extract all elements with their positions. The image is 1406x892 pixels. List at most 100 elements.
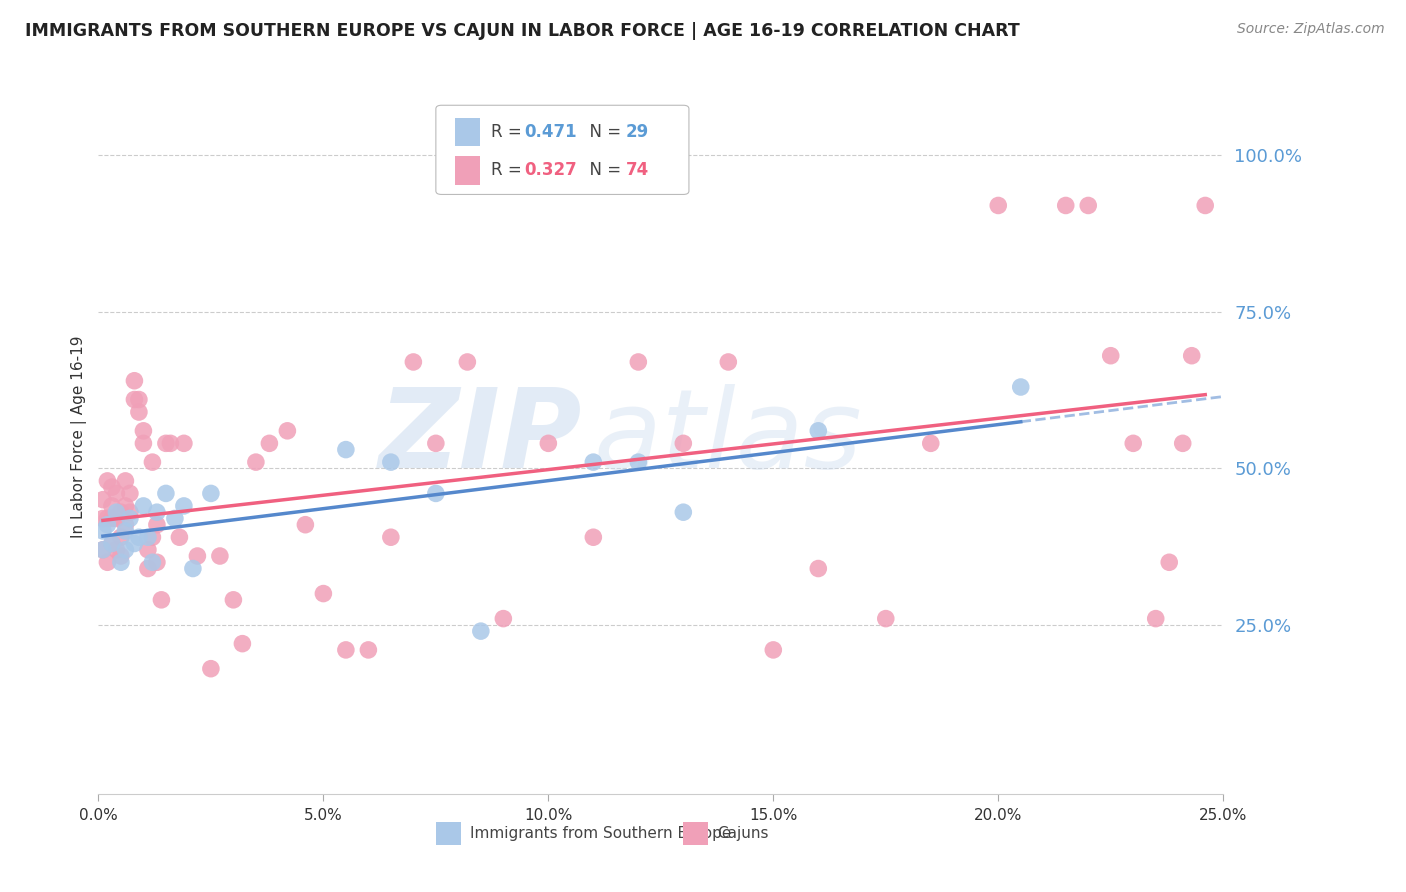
Point — [128, 392, 150, 407]
Point — [470, 624, 492, 639]
Point — [537, 436, 560, 450]
Text: 29: 29 — [626, 123, 650, 141]
FancyBboxPatch shape — [436, 105, 689, 194]
Point — [91, 542, 114, 557]
Point — [807, 561, 830, 575]
Point — [105, 505, 128, 519]
Point — [920, 436, 942, 450]
FancyBboxPatch shape — [456, 118, 479, 146]
Point — [163, 511, 186, 525]
Point — [208, 549, 231, 563]
FancyBboxPatch shape — [683, 822, 709, 846]
Point — [141, 530, 163, 544]
Point — [402, 355, 425, 369]
Point — [91, 542, 114, 557]
Point — [118, 486, 141, 500]
Text: Cajuns: Cajuns — [717, 826, 769, 841]
Point — [141, 555, 163, 569]
Point — [1144, 612, 1167, 626]
Point — [96, 511, 118, 525]
Point — [294, 517, 316, 532]
Text: Source: ZipAtlas.com: Source: ZipAtlas.com — [1237, 22, 1385, 37]
Point — [91, 524, 114, 538]
Y-axis label: In Labor Force | Age 16-19: In Labor Force | Age 16-19 — [72, 335, 87, 539]
Point — [380, 530, 402, 544]
Point — [124, 392, 146, 407]
Text: 0.327: 0.327 — [524, 161, 578, 179]
FancyBboxPatch shape — [436, 822, 461, 846]
Point — [380, 455, 402, 469]
Point — [124, 374, 146, 388]
Point — [1099, 349, 1122, 363]
Point — [101, 511, 124, 525]
Point — [456, 355, 478, 369]
Text: 0.471: 0.471 — [524, 123, 578, 141]
Point — [110, 555, 132, 569]
Point — [627, 455, 650, 469]
Point — [114, 542, 136, 557]
Point — [1171, 436, 1194, 450]
Point — [105, 542, 128, 557]
Point — [110, 505, 132, 519]
Text: ZIP: ZIP — [378, 384, 582, 491]
Point — [672, 436, 695, 450]
Point — [987, 198, 1010, 212]
Point — [101, 536, 124, 550]
Point — [259, 436, 281, 450]
Point — [1194, 198, 1216, 212]
Point — [582, 455, 605, 469]
Point — [101, 536, 124, 550]
Point — [672, 505, 695, 519]
Point — [146, 517, 169, 532]
Point — [91, 511, 114, 525]
Point — [1122, 436, 1144, 450]
Text: IMMIGRANTS FROM SOUTHERN EUROPE VS CAJUN IN LABOR FORCE | AGE 16-19 CORRELATION : IMMIGRANTS FROM SOUTHERN EUROPE VS CAJUN… — [25, 22, 1021, 40]
Point — [222, 592, 245, 607]
Point — [132, 436, 155, 450]
Point — [110, 549, 132, 563]
Point — [96, 555, 118, 569]
FancyBboxPatch shape — [456, 156, 479, 185]
Text: R =: R = — [491, 123, 527, 141]
Text: R =: R = — [491, 161, 527, 179]
Point — [231, 637, 253, 651]
Point — [101, 499, 124, 513]
Point — [169, 530, 191, 544]
Point — [114, 499, 136, 513]
Point — [762, 643, 785, 657]
Point — [136, 561, 159, 575]
Point — [155, 436, 177, 450]
Point — [200, 486, 222, 500]
Point — [1181, 349, 1204, 363]
Point — [186, 549, 208, 563]
Point — [582, 530, 605, 544]
Point — [141, 455, 163, 469]
Point — [492, 612, 515, 626]
Point — [105, 511, 128, 525]
Point — [425, 436, 447, 450]
Text: 74: 74 — [626, 161, 650, 179]
Point — [118, 511, 141, 525]
Point — [807, 424, 830, 438]
Point — [132, 424, 155, 438]
Point — [114, 524, 136, 538]
Point — [114, 474, 136, 488]
Point — [146, 555, 169, 569]
Point — [110, 530, 132, 544]
Point — [136, 542, 159, 557]
Point — [1159, 555, 1181, 569]
Point — [114, 517, 136, 532]
Point — [132, 499, 155, 513]
Text: atlas: atlas — [593, 384, 862, 491]
Point — [173, 436, 195, 450]
Point — [146, 505, 169, 519]
Point — [627, 355, 650, 369]
Point — [173, 499, 195, 513]
Point — [312, 586, 335, 600]
Point — [96, 474, 118, 488]
Text: Immigrants from Southern Europe: Immigrants from Southern Europe — [470, 826, 731, 841]
Point — [159, 436, 181, 450]
Point — [96, 517, 118, 532]
Point — [1054, 198, 1077, 212]
Point — [155, 486, 177, 500]
